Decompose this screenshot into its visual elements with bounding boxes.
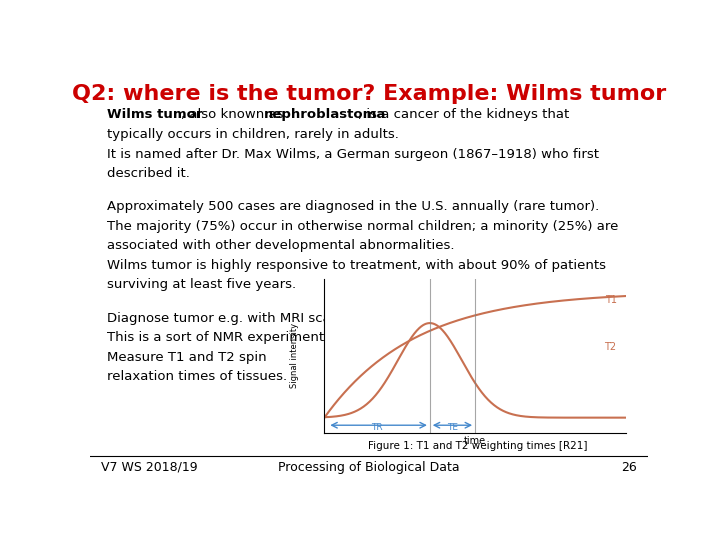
Text: Wilms tumor is highly responsive to treatment, with about 90% of patients: Wilms tumor is highly responsive to trea…: [107, 259, 606, 272]
Text: Approximately 500 cases are diagnosed in the U.S. annually (rare tumor).: Approximately 500 cases are diagnosed in…: [107, 200, 599, 213]
Text: surviving at least five years.: surviving at least five years.: [107, 279, 296, 292]
Text: , is a cancer of the kidneys that: , is a cancer of the kidneys that: [359, 109, 570, 122]
Text: 26: 26: [621, 461, 637, 474]
Text: Processing of Biological Data: Processing of Biological Data: [278, 461, 460, 474]
Text: V7 WS 2018/19: V7 WS 2018/19: [101, 461, 198, 474]
Text: This is a sort of NMR experiment.: This is a sort of NMR experiment.: [107, 331, 328, 344]
Text: associated with other developmental abnormalities.: associated with other developmental abno…: [107, 239, 454, 252]
Text: , also known as: , also known as: [181, 109, 287, 122]
Text: Wilms tumor: Wilms tumor: [107, 109, 202, 122]
Text: Figure 1: T1 and T2 weighting times [R21]: Figure 1: T1 and T2 weighting times [R21…: [368, 441, 588, 451]
Text: typically occurs in children, rarely in adults.: typically occurs in children, rarely in …: [107, 128, 399, 141]
Text: described it.: described it.: [107, 167, 189, 180]
Text: nephroblastoma: nephroblastoma: [264, 109, 386, 122]
Text: Q2: where is the tumor? Example: Wilms tumor: Q2: where is the tumor? Example: Wilms t…: [72, 84, 666, 104]
Text: Measure T1 and T2 spin: Measure T1 and T2 spin: [107, 351, 266, 364]
Text: The majority (75%) occur in otherwise normal children; a minority (25%) are: The majority (75%) occur in otherwise no…: [107, 220, 618, 233]
Text: relaxation times of tissues.: relaxation times of tissues.: [107, 370, 287, 383]
Text: Diagnose tumor e.g. with MRI scan:: Diagnose tumor e.g. with MRI scan:: [107, 312, 343, 325]
Text: It is named after Dr. Max Wilms, a German surgeon (1867–1918) who first: It is named after Dr. Max Wilms, a Germa…: [107, 147, 599, 160]
